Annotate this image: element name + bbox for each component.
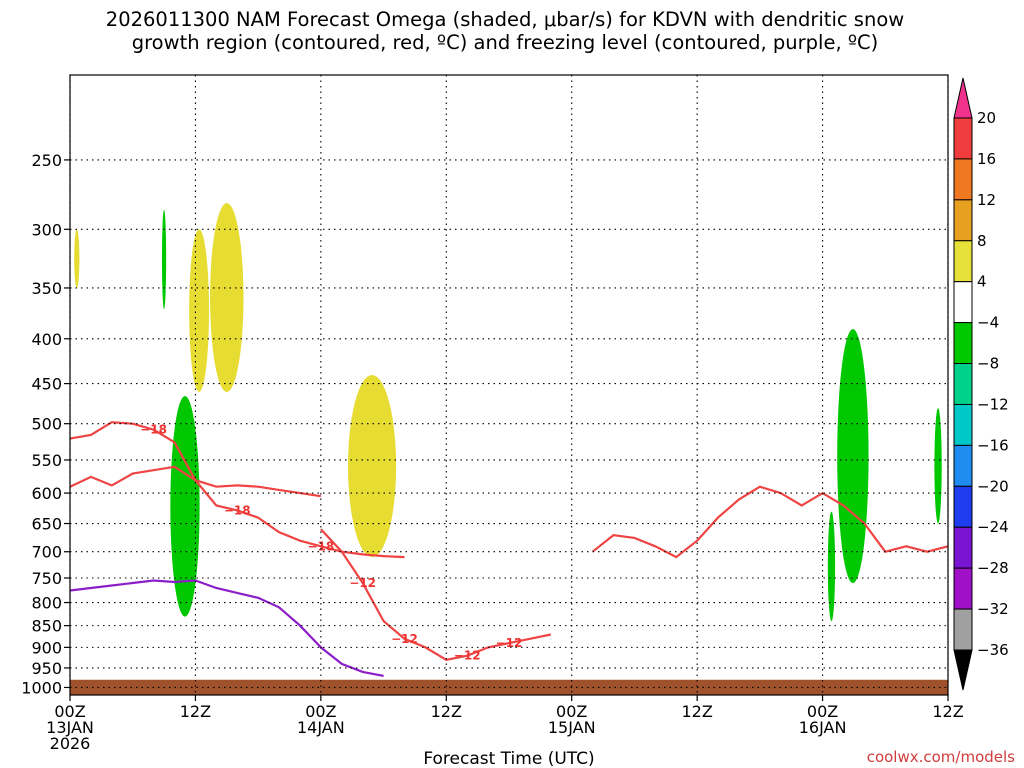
y-tick-label: 350	[31, 279, 62, 298]
y-tick-label: 850	[31, 617, 62, 636]
colorbar-label: −16	[977, 436, 1009, 454]
colorbar-swatch	[953, 281, 973, 324]
grid-layer	[69, 75, 949, 695]
colorbar-swatch	[953, 403, 973, 446]
x-tick-label: 2026	[50, 734, 91, 753]
colorbar-swatch	[953, 117, 973, 160]
y-tick-label: 500	[31, 415, 62, 434]
chart-title: 2026011300 NAM Forecast Omega (shaded, μ…	[0, 8, 1010, 54]
contour-label: −12	[454, 649, 481, 663]
omega-blob-4	[170, 396, 200, 617]
x-tick-label: 00Z	[807, 702, 838, 721]
credit-text: coolwx.com/models	[867, 748, 1015, 766]
omega-blob-3	[210, 203, 244, 392]
title-line-2: growth region (contoured, red, ºC) and f…	[131, 31, 879, 54]
contour-layer: −18 −18 −18 −12 −12 −12 −12	[69, 421, 949, 677]
colorbar-label: 4	[977, 273, 987, 291]
colorbar-swatch	[953, 526, 973, 569]
y-tick-label: 800	[31, 594, 62, 613]
colorbar-swatch	[953, 567, 973, 610]
y-tick-label: 1000	[21, 678, 62, 697]
y-tick-label: 450	[31, 375, 62, 394]
x-tick-label: 12Z	[932, 702, 963, 721]
colorbar-label: −36	[977, 641, 1009, 659]
colorbar-swatch	[953, 363, 973, 405]
omega-blob-2	[189, 229, 210, 392]
colorbar-label: −20	[977, 477, 1009, 495]
contour-freezing	[69, 579, 384, 677]
x-tick-label: 00Z	[305, 702, 336, 721]
y-tick-label: 250	[31, 151, 62, 170]
x-tick-label: 00Z	[556, 702, 587, 721]
y-tick-label: 900	[31, 638, 62, 657]
x-tick-label: 12Z	[180, 702, 211, 721]
x-tick-label: 16JAN	[799, 718, 847, 737]
y-axis: 250 300 350 400 450 500 550 600 650 700 750 800 850 9…	[21, 151, 70, 697]
omega-blob-5	[348, 375, 397, 558]
colorbar-label: −32	[977, 600, 1009, 618]
x-axis-label: Forecast Time (UTC)	[423, 749, 594, 768]
y-tick-label: 950	[31, 659, 62, 678]
y-tick-label: 550	[31, 451, 62, 470]
colorbar-label: −8	[977, 355, 999, 373]
contour-label: −18	[140, 423, 167, 437]
y-tick-label: 700	[31, 543, 62, 562]
contour-label: −12	[349, 576, 376, 590]
colorbar-swatch	[953, 322, 973, 365]
y-tick-label: 750	[31, 569, 62, 588]
omega-blob-1	[161, 209, 167, 310]
x-tick-label: 12Z	[431, 702, 462, 721]
colorbar-label: 12	[977, 191, 996, 209]
colorbar-label: −28	[977, 559, 1009, 577]
x-tick-label: 15JAN	[548, 718, 596, 737]
contour--12b	[591, 485, 949, 559]
omega-blob-0	[74, 229, 80, 288]
colorbar-swatch	[953, 485, 973, 528]
colorbar-top-arrow	[953, 77, 973, 119]
colorbar-swatch	[953, 444, 973, 487]
y-tick-label: 400	[31, 330, 62, 349]
contour-label: −18	[224, 503, 251, 517]
colorbar-label: −4	[977, 314, 999, 332]
colorbar: 20 16 12 8 4 −4 −8 −12 −16 −20 −24 −28 −32 −36	[953, 77, 1009, 691]
x-tick-label: 13JAN	[46, 718, 94, 737]
x-tick-label: 14JAN	[297, 718, 345, 737]
omega-shading-layer	[74, 203, 942, 622]
omega-blob-8	[934, 408, 942, 524]
colorbar-label: −24	[977, 518, 1009, 536]
colorbar-label: −12	[977, 395, 1009, 413]
contour--12	[320, 528, 552, 661]
x-tick-label: 12Z	[681, 702, 712, 721]
contour-label: −18	[307, 539, 334, 553]
contour--18b	[69, 465, 322, 498]
colorbar-label: 8	[977, 232, 987, 250]
colorbar-bottom-arrow	[953, 649, 973, 691]
contour-label: −12	[391, 632, 418, 646]
omega-blob-7	[837, 329, 869, 584]
ground-fill	[70, 679, 948, 695]
colorbar-label: 16	[977, 150, 996, 168]
x-tick-label: 00Z	[54, 702, 85, 721]
colorbar-swatch	[953, 240, 973, 283]
omega-blob-6	[827, 511, 836, 622]
colorbar-label: 20	[977, 109, 996, 127]
title-line-1: 2026011300 NAM Forecast Omega (shaded, μ…	[105, 8, 905, 31]
y-tick-label: 300	[31, 220, 62, 239]
colorbar-swatch	[953, 608, 973, 651]
y-tick-label: 650	[31, 515, 62, 534]
colorbar-swatch	[953, 158, 973, 201]
y-tick-label: 600	[31, 484, 62, 503]
plot-frame	[69, 74, 949, 696]
contour-label: −12	[496, 636, 523, 650]
colorbar-swatch	[953, 199, 973, 242]
